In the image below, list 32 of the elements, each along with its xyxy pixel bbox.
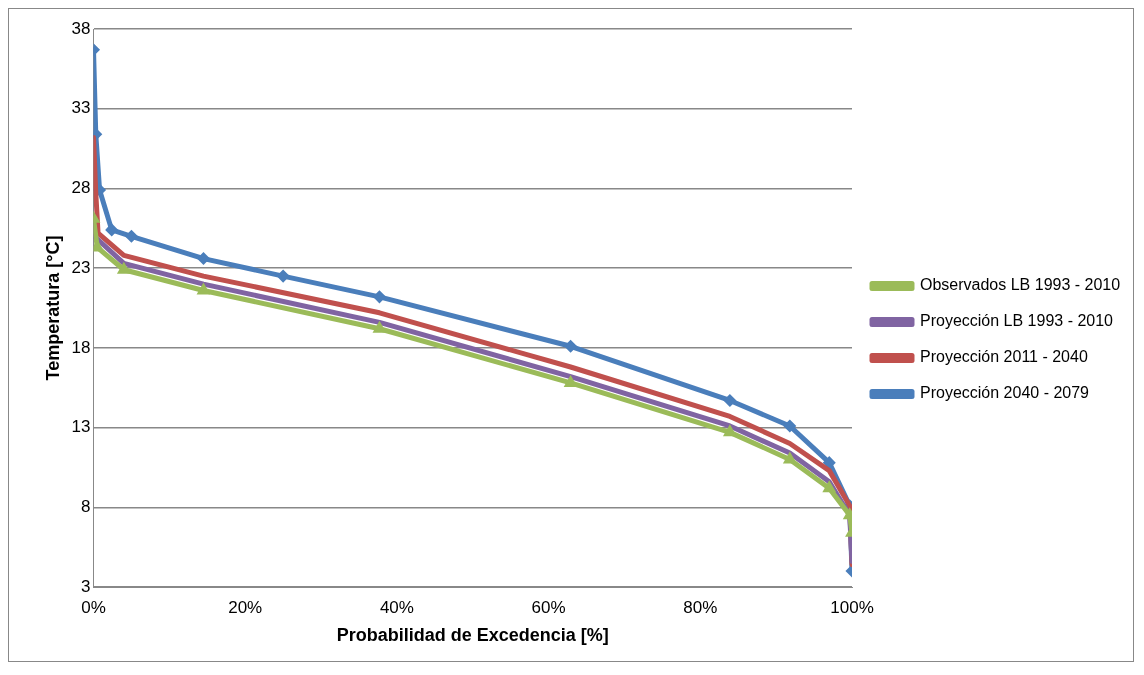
point: [373, 291, 385, 303]
point: [823, 457, 835, 469]
point: [277, 270, 289, 282]
point: [93, 241, 103, 252]
point: [197, 253, 209, 265]
legend-label: Proyección LB 1993 - 2010: [920, 312, 1114, 330]
y-tick-label: 18: [71, 337, 91, 357]
point: [783, 451, 795, 464]
x-tick-label: 80%: [683, 597, 718, 617]
point: [723, 424, 735, 437]
legend-label: Proyección 2040 - 2079: [920, 384, 1090, 402]
x-tick-label: 20%: [228, 597, 263, 617]
x-tick-label: 40%: [379, 597, 414, 617]
y-tick-label: 3: [81, 576, 91, 596]
point: [724, 394, 736, 406]
point: [106, 224, 118, 236]
y-tick-label: 23: [71, 257, 91, 277]
x-tick-label: 100%: [830, 597, 874, 617]
legend-label: Proyección 2011 - 2040: [920, 348, 1088, 366]
point: [784, 420, 796, 432]
y-tick-label: 13: [71, 417, 91, 437]
x-axis-title: Probabilidad de Excedencia [%]: [336, 625, 609, 646]
x-tick-label: 60%: [531, 597, 566, 617]
y-tick-label: 38: [71, 18, 91, 38]
point: [125, 230, 137, 242]
y-axis-title: Temperatura [°C]: [42, 235, 63, 381]
y-tick-label: 28: [71, 178, 91, 198]
y-tick-label: 8: [81, 496, 91, 516]
point: [565, 340, 577, 352]
x-tick-label: 0%: [81, 597, 106, 617]
legend-label: Observados LB 1993 - 2010: [920, 276, 1121, 294]
y-tick-label: 33: [71, 98, 91, 118]
